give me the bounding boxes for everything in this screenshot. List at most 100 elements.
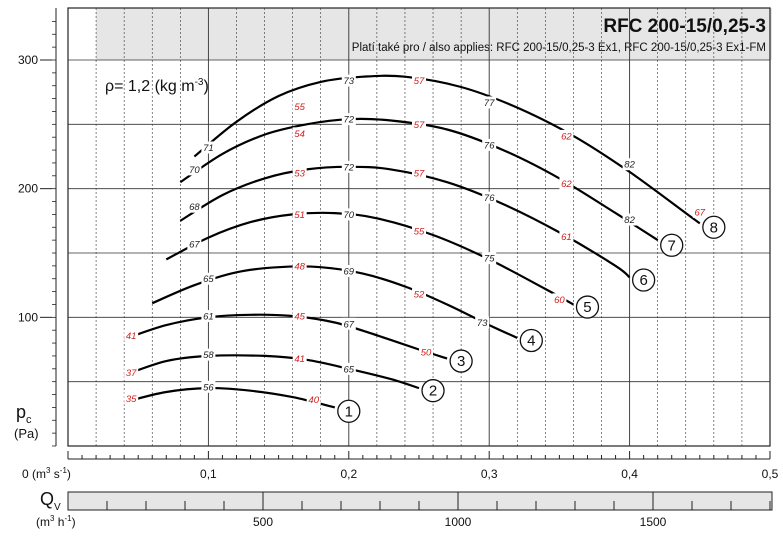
efficiency-label: 41 (126, 331, 137, 342)
label-bg (341, 74, 356, 87)
label-bg (412, 225, 426, 238)
efficiency-label: 76 (484, 140, 495, 151)
efficiency-label: 58 (203, 350, 214, 361)
efficiency-label: 54 (294, 129, 305, 140)
plot-frame (67, 7, 771, 447)
efficiency-label: 67 (695, 207, 706, 218)
efficiency-label: 72 (344, 115, 355, 126)
label-bg (292, 167, 307, 180)
label-bg (187, 200, 202, 213)
density-annotation: ρ= 1,2 (kg m-3) (105, 77, 209, 95)
efficiency-label: 72 (344, 162, 355, 173)
efficiency-label: 73 (477, 318, 488, 329)
efficiency-label: 60 (554, 295, 565, 306)
efficiency-label: 41 (294, 354, 305, 365)
curve-marker-label: 2 (429, 383, 437, 400)
x-unit-close: ) (67, 467, 71, 481)
x2-axis-symbol: Q (40, 489, 54, 509)
x-unit-main: 0 (m (22, 467, 46, 481)
efficiency-label: 76 (484, 193, 495, 204)
label-bg (692, 205, 707, 218)
y-tick-label: 200 (18, 182, 38, 196)
efficiency-label: 52 (414, 290, 425, 301)
x2-unit-mid: h (54, 515, 64, 529)
efficiency-label: 73 (344, 76, 355, 87)
x2-axis-unit: (m3 h-1) (36, 514, 76, 529)
label-bg (201, 348, 216, 361)
x2-unit-main: (m (36, 515, 50, 529)
curve-marker-circle (660, 233, 684, 257)
secondary-axis-bar (67, 491, 773, 511)
efficiency-label: 77 (484, 98, 495, 109)
curve-marker-label: 3 (457, 353, 465, 370)
label-bg (341, 317, 356, 330)
efficiency-label: 57 (414, 120, 425, 131)
efficiency-label: 57 (414, 76, 425, 87)
label-bg (482, 138, 497, 151)
label-bg (482, 252, 497, 265)
curve-marker-circle (631, 268, 656, 292)
efficiency-label: 53 (294, 169, 305, 180)
label-bg (187, 237, 202, 250)
x2-tick-label: 1000 (445, 515, 472, 529)
x-tick-labels: 0,1 0,2 0,3 0,4 0,5 (200, 467, 779, 481)
curve-marker-circle (337, 399, 361, 423)
x-tick-label: 0,5 (762, 467, 779, 481)
y-tick-labels: 100 200 300 (18, 53, 52, 324)
label-bg (482, 96, 497, 109)
curve-marker-label: 7 (668, 237, 676, 254)
curve-marker-label: 8 (710, 219, 718, 236)
label-bg (292, 352, 307, 365)
density-close: ) (203, 78, 208, 95)
label-bg (341, 113, 356, 126)
curve-marker-circle (575, 295, 600, 319)
curve-marker-circle (702, 215, 726, 239)
chart-title: RFC 200-15/0,25-3 (603, 16, 766, 37)
curve-8 (193, 74, 701, 225)
x-unit-mid: s (50, 467, 59, 481)
efficiency-label: 82 (624, 160, 635, 171)
label-bg (552, 293, 567, 306)
x2-tick-label: 500 (253, 515, 273, 529)
label-bg (341, 362, 356, 375)
curve-marker-label: 5 (583, 299, 591, 316)
x2-tick-label: 1500 (640, 515, 667, 529)
label-bg (341, 265, 356, 278)
label-bg (292, 310, 307, 323)
efficiency-label: 55 (414, 227, 425, 238)
efficiency-label: 70 (344, 210, 355, 221)
efficiency-label: 56 (203, 382, 214, 393)
efficiency-label: 50 (421, 348, 432, 359)
label-bg (475, 316, 490, 329)
label-bg (412, 74, 426, 87)
x-tick-label: 0,2 (340, 467, 357, 481)
efficiency-label: 62 (561, 131, 572, 142)
label-bg (622, 213, 637, 226)
x-unit-exp2: -1 (60, 466, 68, 475)
x-unit-exp: 3 (46, 466, 51, 475)
efficiency-label: 69 (344, 267, 355, 278)
label-bg (419, 346, 434, 359)
curve-marker-circle (449, 349, 473, 373)
x2-axis-label: QV (40, 489, 61, 513)
label-bg (124, 329, 139, 342)
label-bg (559, 177, 574, 190)
efficiency-label: 37 (126, 368, 137, 379)
label-bg (341, 160, 356, 173)
efficiency-label: 68 (189, 202, 200, 213)
label-bg (412, 167, 426, 180)
efficiency-label: 35 (126, 394, 137, 405)
density-exponent: -3 (195, 77, 204, 88)
efficiency-label: 65 (344, 364, 355, 375)
x-tick-label: 0,1 (200, 467, 217, 481)
efficiency-label: 67 (189, 239, 200, 250)
density-label: ρ= 1,2 (kg m (105, 78, 195, 95)
label-bg (559, 230, 574, 243)
label-bg (201, 310, 216, 323)
curve-7 (179, 117, 659, 242)
curve-4 (151, 265, 518, 339)
label-bg (482, 191, 497, 204)
x2-unit-exp2: -1 (64, 514, 72, 523)
